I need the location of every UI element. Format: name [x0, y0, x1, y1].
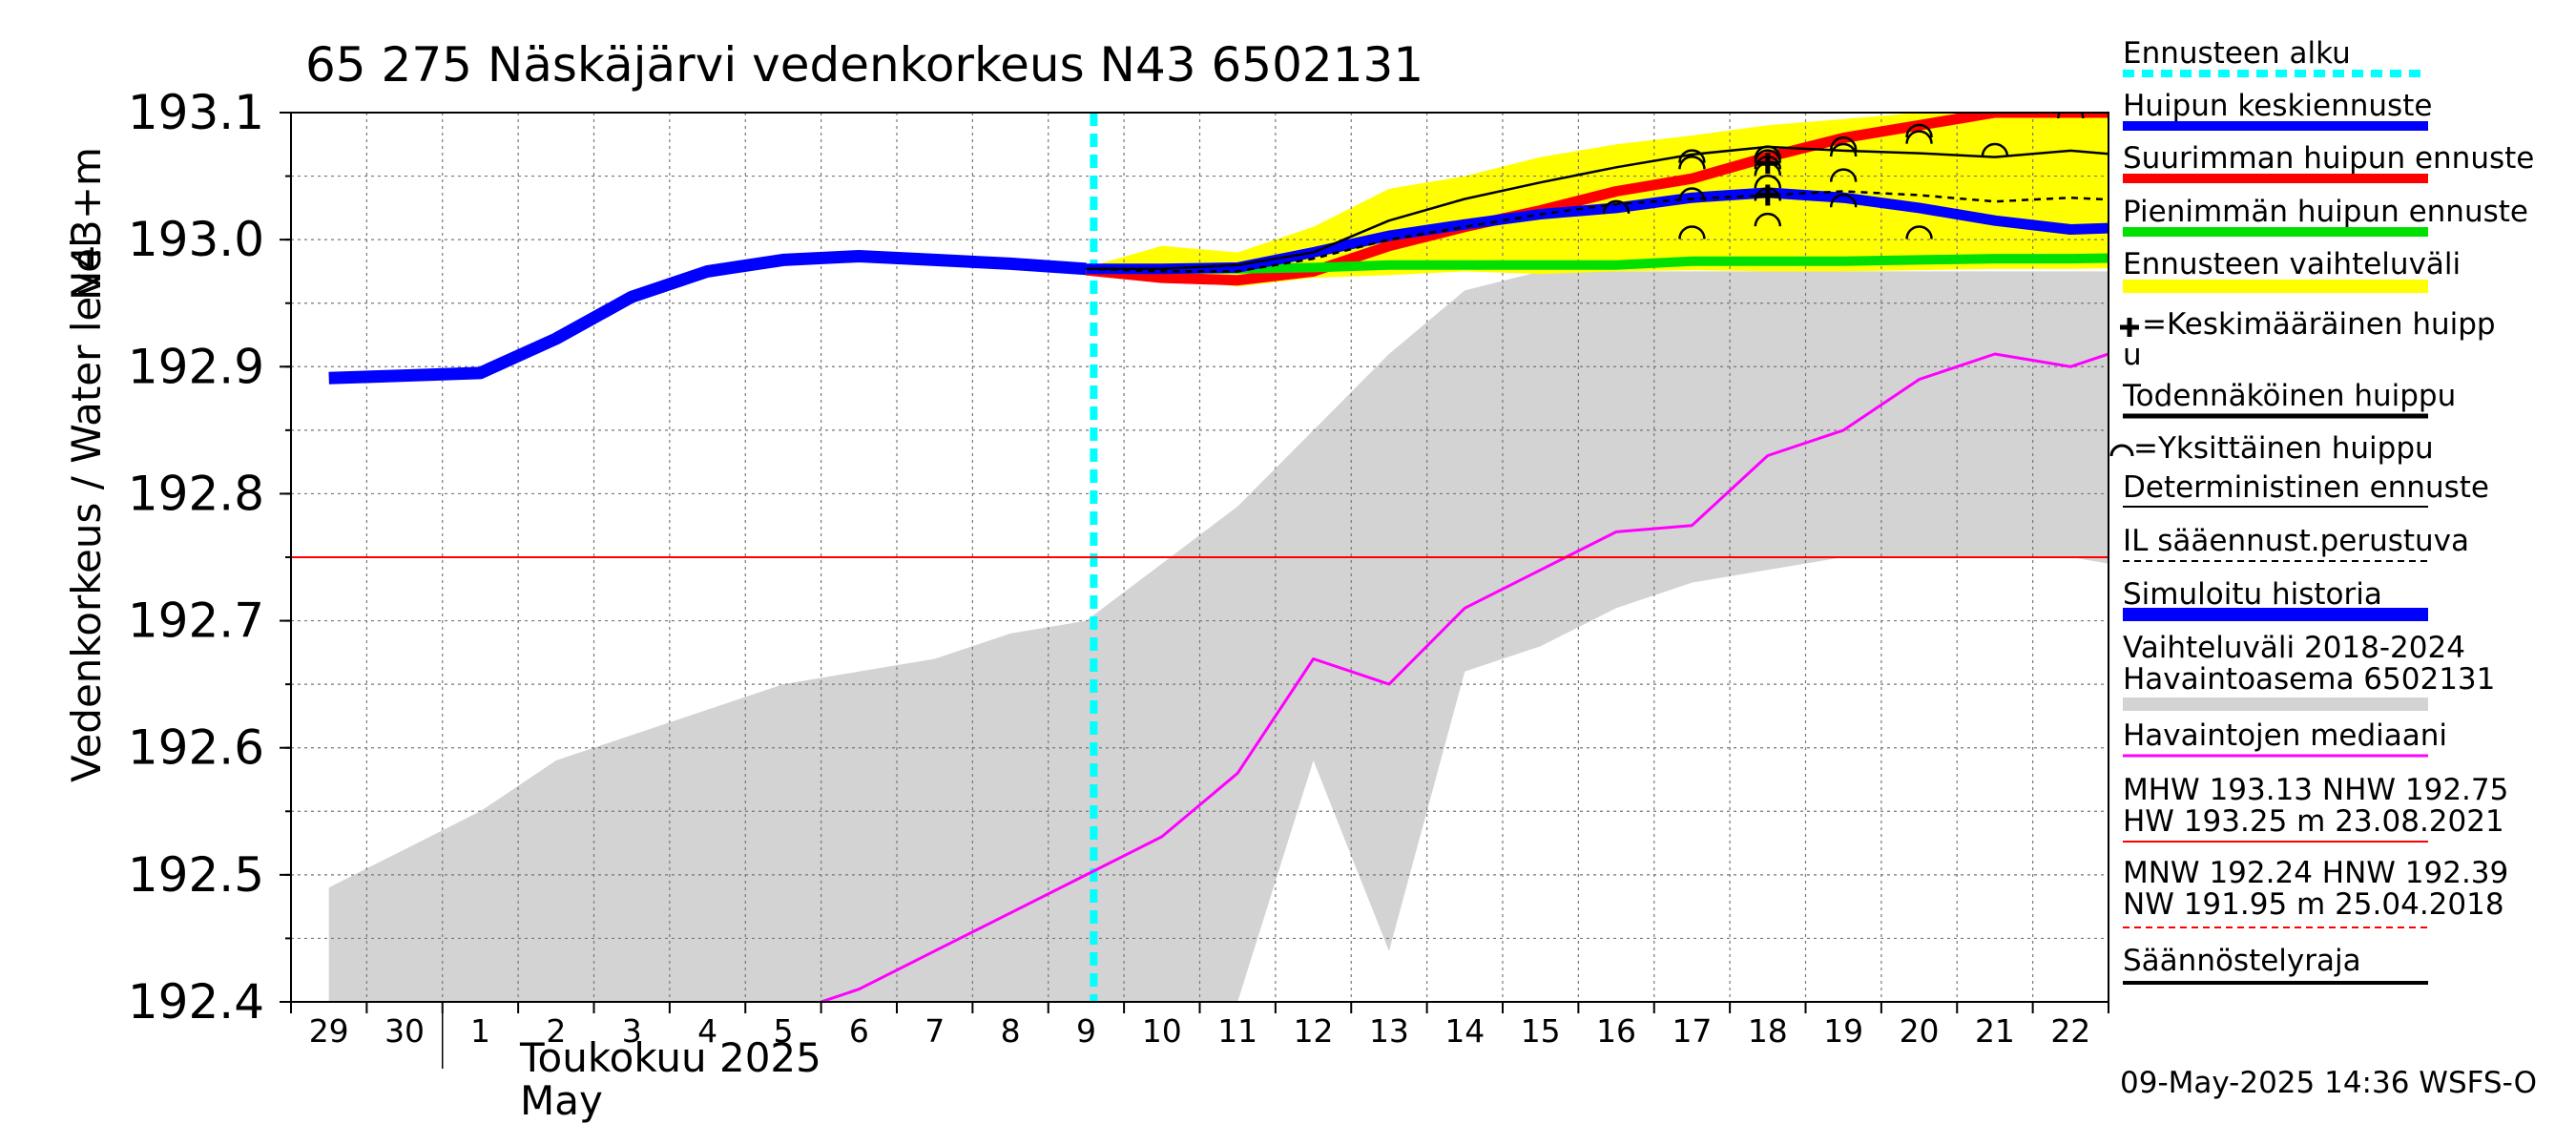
single-peak-marker [1678, 149, 1706, 163]
y-tick-label: 192.4 [128, 974, 264, 1030]
legend-label-mean-forecast: Huipun keskiennuste [2123, 89, 2432, 123]
mean-peak-marker [1756, 184, 1778, 206]
x-tick-label: 18 [1748, 1012, 1788, 1050]
single-peak-marker [1678, 187, 1706, 201]
single-peak-marker [1905, 225, 1933, 239]
x-tick-label: 15 [1521, 1012, 1561, 1050]
single-peak-marker-icon [2109, 444, 2134, 457]
legend-label-single-peak: =Yksittäinen huippu [2133, 431, 2434, 466]
y-axis-label: Vedenkorkeus / Water level [63, 237, 110, 782]
single-peak-marker [1754, 174, 1782, 189]
single-peak-marker [1829, 193, 1858, 208]
peak-markers-layer [1602, 113, 2085, 239]
y-ticks: 193.1 193.0 192.9 192.8 192.7 192.6 192.5 192.4 [128, 85, 291, 1030]
x-tick-label: 30 [384, 1012, 425, 1050]
x-tick-label: 4 [697, 1012, 717, 1050]
legend-label-nw: NW 191.95 m 25.04.2018 [2123, 887, 2504, 922]
x-tick-label: 7 [924, 1012, 945, 1050]
y-tick-label: 192.5 [128, 847, 264, 903]
legend-label-regulation: Säännöstelyraja [2123, 944, 2361, 978]
x-tick-label: 8 [1001, 1012, 1021, 1050]
series-havaintojen-mediaani [816, 352, 2109, 1002]
series-deterministinen-ennuste [1086, 190, 2109, 273]
series-pienimm-n-huipun-ennuste [1086, 253, 2109, 274]
y-tick-label: 192.6 [128, 720, 264, 776]
month-label-en: May [520, 1077, 603, 1124]
y-tick-label: 193.0 [128, 212, 264, 267]
mean-peak-marker-icon [2120, 318, 2139, 337]
x-tick-label: 29 [309, 1012, 349, 1050]
legend-label-deterministic: Deterministinen ennuste [2123, 470, 2489, 505]
x-tick-label: 10 [1142, 1012, 1182, 1050]
single-peak-marker [1905, 123, 1933, 138]
series-simuloitu-historia [328, 250, 1087, 385]
y-tick-label: 192.8 [128, 466, 264, 521]
legend-label-forecast-start: Ennusteen alku [2123, 36, 2351, 71]
x-tick-label: 12 [1294, 1012, 1334, 1050]
legend-label-history-band: Vaihteluväli 2018-2024 [2123, 631, 2465, 665]
x-tick-label: 22 [2050, 1012, 2090, 1050]
x-tick-label: 20 [1900, 1012, 1940, 1050]
legend-label-max-forecast: Suurimman huipun ennuste [2123, 141, 2534, 176]
legend-label-hw: HW 193.25 m 23.08.2021 [2123, 804, 2504, 839]
single-peak-marker [1678, 156, 1706, 170]
legend-label-station: Havaintoasema 6502131 [2123, 662, 2495, 697]
x-tick-label: 6 [849, 1012, 869, 1050]
mean-peak-marker [1756, 153, 1778, 175]
legend-label-simulated: Simuloitu historia [2123, 577, 2382, 612]
x-tick-label: 14 [1444, 1012, 1485, 1050]
single-peak-marker [1754, 145, 1782, 159]
x-tick-label: 11 [1217, 1012, 1257, 1050]
x-tick-label: 3 [622, 1012, 642, 1050]
month-label: Toukokuu 2025 [519, 1034, 821, 1081]
y-tick-label: 192.7 [128, 593, 264, 649]
single-peak-marker [1829, 136, 1858, 151]
x-tick-label: 1 [470, 1012, 490, 1050]
legend-label-median: Havaintojen mediaani [2123, 718, 2447, 753]
y-axis-unit: N43+m [63, 147, 110, 301]
lines-layer [291, 113, 2109, 1002]
legend-label-probable-peak: Todennäköinen huippu [2122, 379, 2456, 413]
legend-label-mean-peak-cont: u [2123, 338, 2142, 372]
single-peak-marker [1981, 142, 2009, 157]
single-peak-marker [2057, 113, 2085, 119]
series-todenn-k-inen-huippu [1086, 145, 2109, 271]
single-peak-marker [1678, 225, 1706, 239]
x-tick-label: 21 [1975, 1012, 2015, 1050]
legend: Ennusteen alku Huipun keskiennuste Suuri… [2109, 36, 2534, 985]
legend-label-forecast-band: Ennusteen vaihteluväli [2123, 247, 2461, 281]
x-tick-label: 13 [1369, 1012, 1409, 1050]
x-tick-label: 16 [1596, 1012, 1636, 1050]
x-tick-label: 2 [546, 1012, 566, 1050]
series-huipun-keskiennuste [1086, 187, 2109, 275]
plot-frame [290, 112, 2109, 1003]
legend-label-mnw: MNW 192.24 HNW 192.39 [2123, 856, 2508, 890]
footer-timestamp: 09-May-2025 14:36 WSFS-O [2120, 1066, 2537, 1100]
legend-label-il: IL sääennust.perustuva [2123, 524, 2469, 558]
x-tick-label: 17 [1672, 1012, 1712, 1050]
single-peak-marker [1905, 130, 1933, 144]
series-suurimman-huipun-ennuste [1085, 113, 2109, 286]
band-history [328, 271, 2109, 1002]
single-peak-marker [1829, 142, 1858, 157]
y-tick-label: 192.9 [128, 339, 264, 394]
legend-label-min-forecast: Pienimmän huipun ennuste [2123, 195, 2528, 229]
legend-label-mean-peak: =Keskimääräinen huipp [2142, 307, 2496, 342]
chart-title: 65 275 Näskäjärvi vedenkorkeus N43 65021… [305, 37, 1423, 93]
y-tick-label: 193.1 [128, 85, 264, 140]
x-tick-label: 19 [1823, 1012, 1863, 1050]
x-tick-label: 5 [773, 1012, 793, 1050]
x-ticks: 29 30 1 2 3 4 5 6 7 8 9 10 11 12 13 14 15 16 17 18 19 20 21 22 [290, 1002, 2109, 1069]
single-peak-marker [1602, 199, 1631, 214]
x-tick-label: 9 [1076, 1012, 1096, 1050]
single-peak-marker [1754, 212, 1782, 227]
legend-label-mhw: MHW 193.13 NHW 192.75 [2123, 773, 2508, 807]
single-peak-marker [1829, 168, 1858, 182]
